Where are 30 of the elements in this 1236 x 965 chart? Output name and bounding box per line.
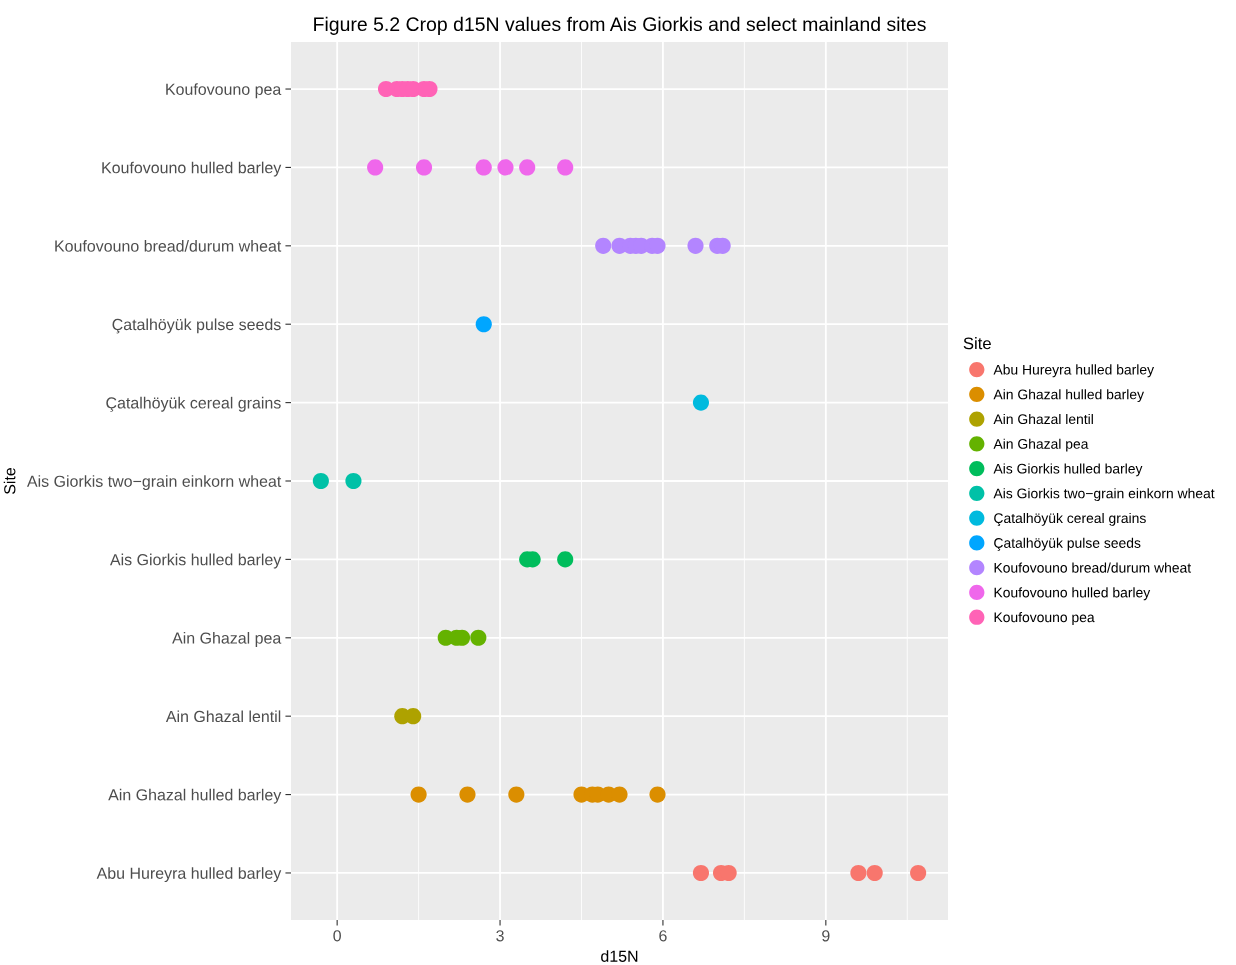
legend-label: Ain Ghazal hulled barley	[993, 389, 1144, 403]
legend-label: Koufovouno hulled barley	[994, 587, 1151, 601]
legend-label: Ain Ghazal pea	[993, 438, 1089, 452]
legend-label: Ais Giorkis hulled barley	[993, 463, 1143, 477]
y-tick-label: Abu Hureyra hulled barley	[96, 867, 282, 883]
x-tick-label: 0	[333, 930, 341, 942]
y-tick-label: Koufovouno bread/durum wheat	[55, 240, 282, 252]
y-tick-label: Çatalhöyük cereal grains	[106, 396, 281, 412]
legend-title: Site	[963, 337, 991, 350]
y-tick-label: Ais Giorkis hulled barley	[109, 553, 282, 569]
x-tick-label: 3	[496, 930, 504, 942]
legend-label: Ain Ghazal lentil	[993, 413, 1093, 425]
y-tick-label: Ain Ghazal hulled barley	[108, 788, 282, 804]
y-axis-title: Site	[3, 467, 16, 495]
y-tick-label: Çatalhöyük pulse seeds	[112, 318, 281, 334]
legend-label: Abu Hureyra hulled barley	[993, 364, 1155, 378]
legend-label: Ais Giorkis two−grain einkorn wheat	[993, 488, 1215, 502]
y-tick-label: Ain Ghazal pea	[172, 632, 282, 647]
legend-label: Çatalhöyük pulse seeds	[994, 537, 1141, 551]
y-tick-label: Koufovouno hulled barley	[102, 161, 282, 177]
x-tick-label: 6	[659, 930, 667, 942]
y-tick-label: Koufovouno pea	[166, 83, 282, 99]
legend-label: Koufovouno pea	[994, 612, 1095, 625]
chart-title: Figure 5.2 Crop d15N values from Ais Giorkis and select mainland sites	[314, 16, 926, 35]
x-axis-title: d15N	[601, 950, 638, 962]
x-tick-label: 9	[822, 930, 830, 942]
y-tick-label: Ais Giorkis two−grain einkorn wheat	[26, 475, 282, 491]
legend-label: Koufovouno bread/durum wheat	[994, 562, 1192, 573]
legend-label: Çatalhöyük cereal grains	[994, 512, 1146, 526]
y-tick-label: Ain Ghazal lentil	[165, 710, 281, 723]
